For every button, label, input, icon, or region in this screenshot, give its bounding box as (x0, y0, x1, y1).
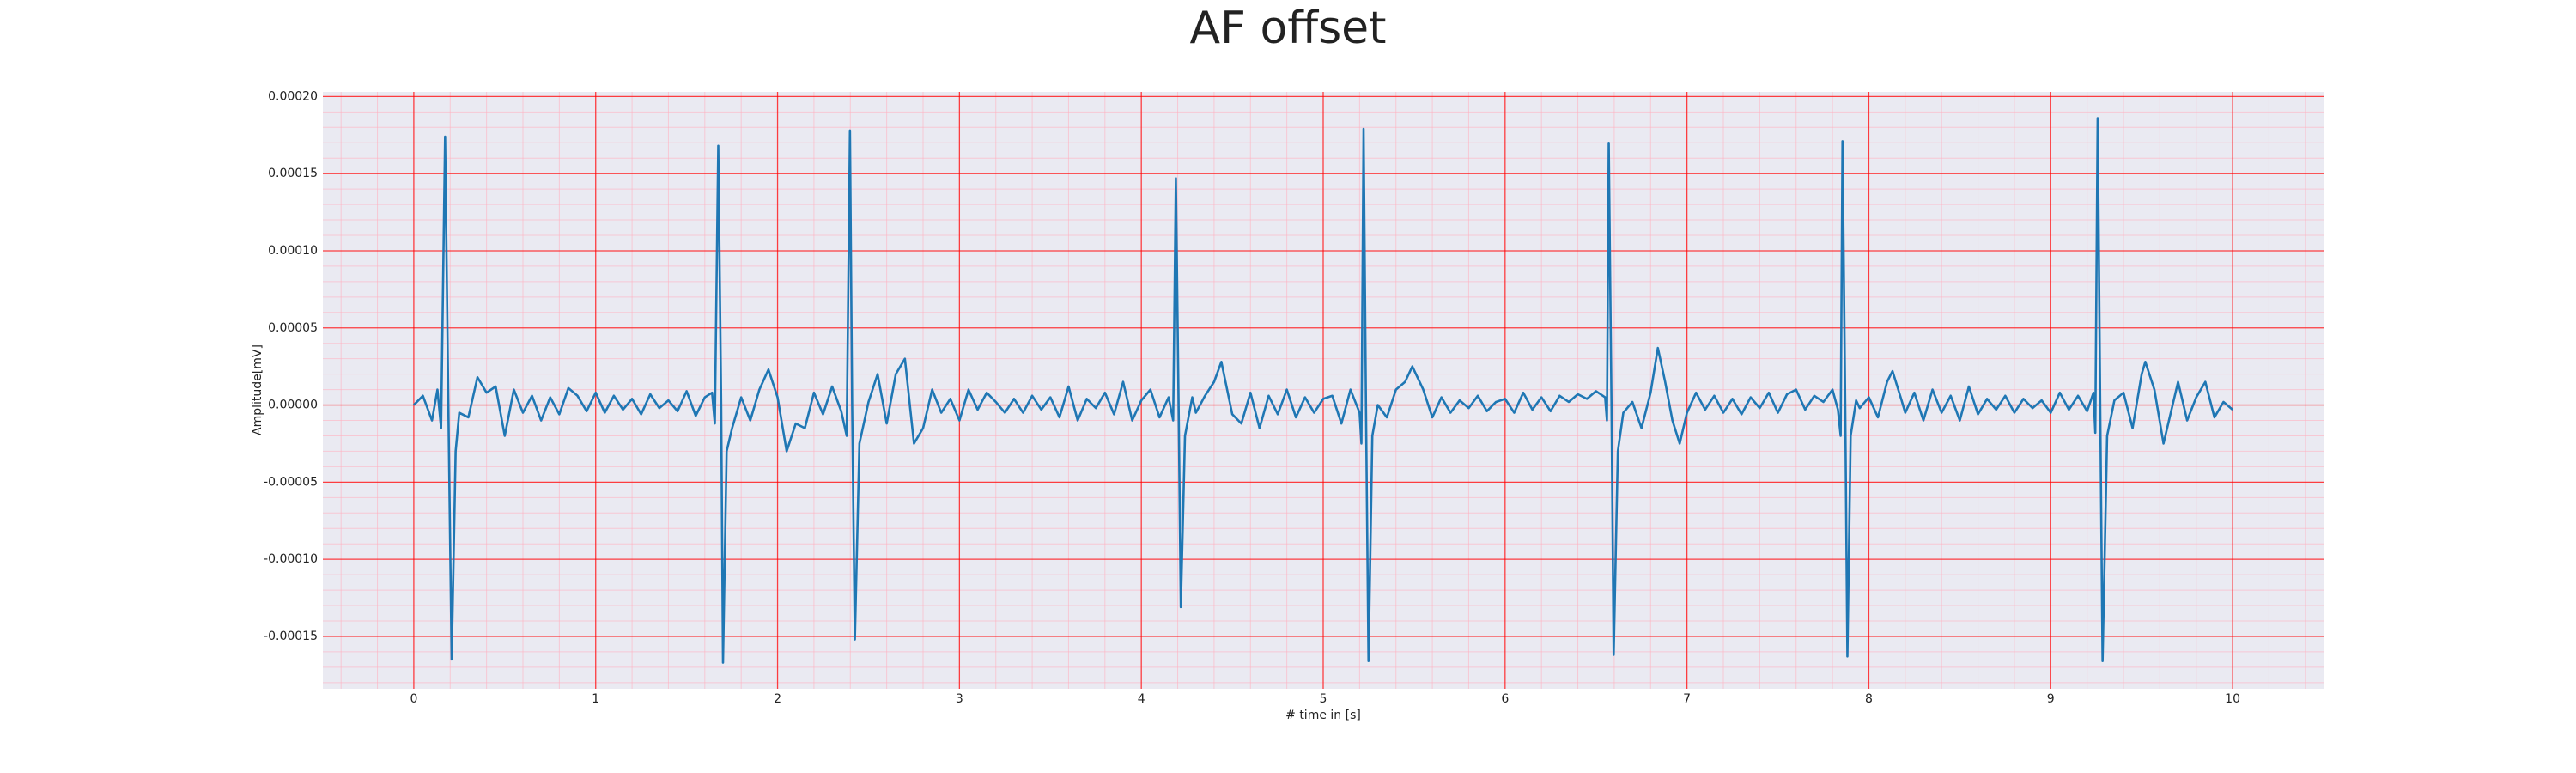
y-tick-label: 0.00005 (268, 321, 318, 335)
y-axis-label: Amplitude[mV] (251, 344, 264, 435)
x-tick-label: 4 (1138, 692, 1145, 706)
ecg-line (412, 117, 2233, 664)
x-tick-label: 3 (956, 692, 963, 706)
x-tick-label: 5 (1320, 692, 1327, 706)
y-tick-label: 0.00000 (268, 399, 318, 412)
y-tick-label: -0.00010 (264, 552, 318, 566)
major-grid (323, 92, 2324, 689)
x-tick-label: 9 (2047, 692, 2055, 706)
x-tick-label: 1 (592, 692, 599, 706)
x-tick-label: 7 (1683, 692, 1691, 706)
x-tick-label: 10 (2225, 692, 2240, 706)
y-tick-label: 0.00010 (268, 244, 318, 258)
x-tick-label: 0 (410, 692, 417, 706)
chart-title: AF offset (1189, 3, 1386, 54)
y-tick-label: 0.00015 (268, 167, 318, 180)
y-tick-label: -0.00005 (264, 475, 318, 489)
x-axis-label: # time in [s] (1285, 709, 1361, 722)
y-tick-label: 0.00020 (268, 89, 318, 103)
x-tick-label: 2 (774, 692, 781, 706)
plot-marks (412, 117, 2233, 664)
y-tick-label: -0.00015 (264, 630, 318, 643)
x-tick-label: 8 (1865, 692, 1873, 706)
x-tick-label: 6 (1501, 692, 1509, 706)
